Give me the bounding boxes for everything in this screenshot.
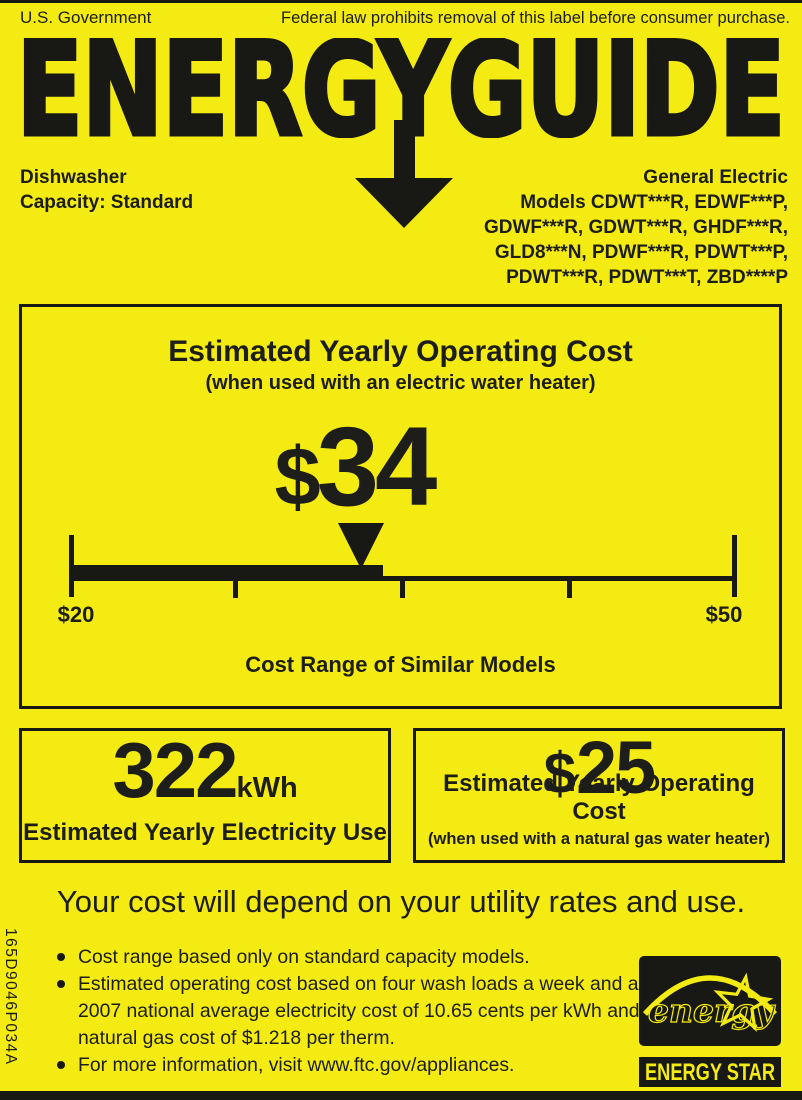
manufacturer-name: General Electric: [643, 167, 788, 188]
manufacturer-models: General Electric Models CDWT***R, EDWF**…: [484, 165, 788, 290]
energy-star-wordmark: ENERGY STAR: [645, 1059, 775, 1085]
gas-cost-label: Estimated Yearly Operating Cost: [443, 770, 755, 825]
list-item: Estimated operating cost based on four w…: [57, 971, 642, 1052]
footnote-text: For more information, visit www.ftc.gov/…: [78, 1054, 515, 1076]
model-line: Models CDWT***R, EDWF***P,: [520, 192, 788, 213]
scale-right-end-tick: [732, 535, 737, 597]
down-arrow-icon: [350, 120, 460, 232]
energy-star-star-icon: [713, 972, 774, 1032]
footnote-list: Cost range based only on standard capaci…: [57, 944, 642, 1079]
operating-cost-title: Estimated Yearly Operating Cost: [168, 335, 633, 368]
scale-quarter-tick: [233, 581, 238, 598]
yearly-cost-value: $34: [22, 411, 686, 523]
energy-star-wordmark-box: ENERGY STAR: [639, 1057, 781, 1087]
bullet-icon: [57, 953, 65, 961]
scale-caption: Cost Range of Similar Models: [245, 652, 556, 677]
electricity-value: 322kWh: [22, 731, 388, 809]
gas-cost-value: $25: [416, 731, 782, 805]
energy-star-logo: energy ENERGY STAR: [639, 956, 781, 1087]
product-capacity: Capacity: Standard: [20, 192, 194, 213]
electricity-use-box: 322kWh Estimated Yearly Electricity Use: [19, 728, 391, 863]
footnote-text: Estimated operating cost based on four w…: [78, 973, 640, 1049]
product-type: Dishwasher: [20, 167, 127, 188]
list-item: For more information, visit www.ftc.gov/…: [57, 1052, 642, 1079]
footnote-text: Cost range based only on standard capaci…: [78, 946, 530, 968]
scale-baseline: [69, 576, 737, 581]
model-line: PDWT***R, PDWT***T, ZBD****P: [506, 267, 788, 288]
utility-rates-headline: Your cost will depend on your utility ra…: [56, 884, 746, 919]
gas-cost-sublabel: (when used with a natural gas water heat…: [428, 830, 770, 848]
federal-law-text: Federal law prohibits removal of this la…: [280, 9, 790, 27]
operating-cost-subtitle: (when used with an electric water heater…: [205, 372, 596, 394]
scale-min-label: $20: [57, 602, 95, 627]
product-info: Dishwasher Capacity: Standard: [20, 165, 193, 215]
energyguide-logotype: ENERGYGUIDE: [15, 38, 787, 138]
gas-cost-box: $25 Estimated Yearly Operating Cost (whe…: [413, 728, 785, 863]
bullet-icon: [57, 980, 65, 988]
down-arrow-stem: [394, 120, 415, 184]
scale-left-end-tick: [69, 535, 74, 597]
cost-amount: 34: [316, 404, 438, 529]
model-line: GDWF***R, GDWT***R, GHDF***R,: [483, 217, 788, 238]
energy-star-emblem-icon: energy: [639, 956, 781, 1046]
bullet-icon: [57, 1061, 65, 1069]
down-arrow-head: [355, 178, 453, 228]
list-item: Cost range based only on standard capaci…: [57, 944, 642, 971]
electricity-use-label: Estimated Yearly Electricity Use: [23, 819, 387, 846]
currency-symbol: $: [274, 430, 321, 523]
us-government-text: U.S. Government: [20, 8, 152, 27]
scale-middle-tick: [400, 581, 405, 598]
label-part-number: 165D9046P034A: [2, 928, 19, 1066]
bottom-border-bar: [0, 1091, 802, 1100]
scale-max-label: $50: [705, 602, 743, 627]
electricity-kwh-number: 322: [112, 726, 238, 814]
energy-star-wordmark-text: ENERGY STAR: [645, 1059, 775, 1085]
scale-threequarter-tick: [567, 581, 572, 598]
cost-marker-triangle-icon: [338, 523, 384, 569]
energyguide-title-text: ENERGYGUIDE: [17, 38, 785, 138]
kwh-unit: kWh: [236, 772, 298, 804]
model-line: GLD8***N, PDWF***R, PDWT***P,: [494, 242, 788, 263]
top-border-bar: [0, 0, 802, 3]
currency-symbol: $: [543, 741, 576, 806]
operating-cost-box: Estimated Yearly Operating Cost (when us…: [19, 304, 782, 709]
gas-cost-amount: 25: [575, 726, 656, 809]
